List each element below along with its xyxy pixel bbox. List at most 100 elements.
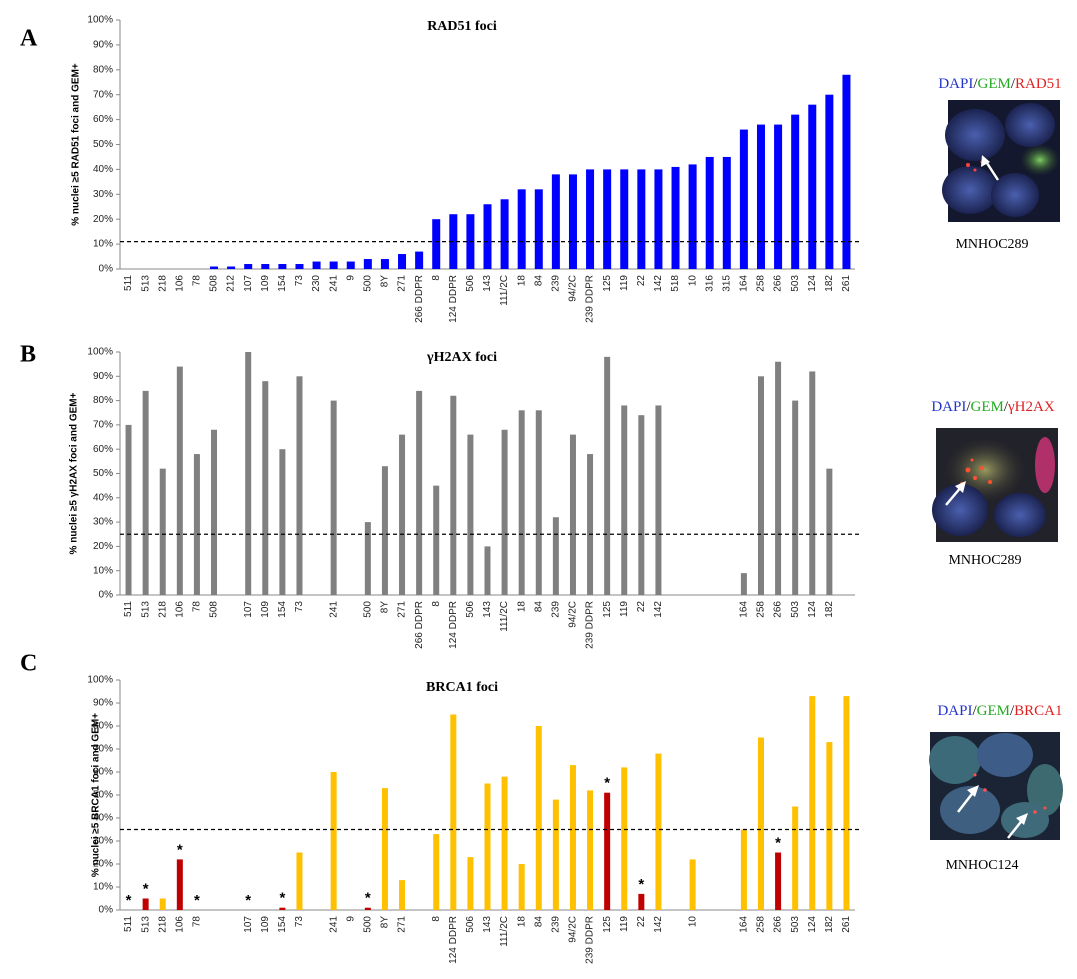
y-tick-label: 80% xyxy=(93,395,113,406)
bar xyxy=(245,352,252,595)
bar xyxy=(534,189,543,269)
y-tick-label: 10% xyxy=(93,239,113,250)
x-tick-label: 266 xyxy=(773,275,784,292)
y-tick-label: 60% xyxy=(93,114,113,125)
y-tick-label: 20% xyxy=(93,541,113,552)
x-tick-label: 506 xyxy=(465,601,476,618)
y-tick-label: 90% xyxy=(93,371,113,382)
bar xyxy=(501,776,508,910)
x-tick-label: 258 xyxy=(756,916,767,933)
x-tick-label: 84 xyxy=(533,275,544,287)
bar xyxy=(604,356,611,595)
x-tick-label: 261 xyxy=(841,916,852,933)
x-tick-label: 8 xyxy=(431,601,442,607)
bar xyxy=(159,468,166,595)
x-tick-label: 22 xyxy=(636,916,647,928)
significance-marker: * xyxy=(775,834,781,851)
bar xyxy=(381,466,388,595)
bar xyxy=(722,156,731,269)
y-tick-label: 60% xyxy=(93,444,113,455)
x-tick-label: 164 xyxy=(739,916,750,933)
bar xyxy=(296,376,303,595)
y-tick-label: 0% xyxy=(99,590,114,601)
y-tick-label: 0% xyxy=(99,264,114,275)
bar xyxy=(587,790,594,910)
bar xyxy=(621,405,628,595)
x-tick-label: 154 xyxy=(277,601,288,618)
bar xyxy=(278,264,287,269)
bar xyxy=(568,174,577,269)
x-tick-label: 154 xyxy=(277,916,288,933)
bar xyxy=(535,410,542,595)
stain-part: GEM xyxy=(978,76,1011,92)
x-tick-label: 513 xyxy=(140,275,151,292)
bar xyxy=(484,783,491,910)
bar xyxy=(552,799,559,910)
bar xyxy=(517,189,526,269)
y-tick-label: 40% xyxy=(93,492,113,503)
bar xyxy=(756,124,765,269)
stain-part: / xyxy=(1004,399,1009,415)
bar xyxy=(364,907,371,910)
bar xyxy=(569,434,576,595)
x-tick-label: 266 xyxy=(773,916,784,933)
significance-marker: * xyxy=(365,890,371,907)
stain-part: GEM xyxy=(971,399,1004,415)
x-tick-label: 109 xyxy=(260,916,271,933)
x-tick-label: 239 DDPR xyxy=(585,916,596,964)
bar xyxy=(501,429,508,595)
stain-part: / xyxy=(973,76,978,92)
y-tick-label: 50% xyxy=(93,139,113,150)
bar xyxy=(433,485,440,595)
bar xyxy=(330,772,337,910)
stain-part: / xyxy=(966,399,971,415)
significance-marker: * xyxy=(177,841,183,858)
y-tick-label: 40% xyxy=(93,813,113,824)
bar xyxy=(587,454,594,595)
bar xyxy=(740,573,747,595)
bar xyxy=(638,415,645,595)
x-tick-label: 271 xyxy=(397,916,408,933)
bar xyxy=(193,454,200,595)
y-axis-title: % nuclei ≥5 γH2AX foci and GEM+ xyxy=(69,392,80,554)
x-tick-label: 164 xyxy=(739,275,750,292)
x-tick-label: 111/2C xyxy=(499,601,510,632)
x-tick-label: 164 xyxy=(739,601,750,618)
bar xyxy=(671,166,680,269)
bar xyxy=(809,696,816,910)
x-tick-label: 218 xyxy=(157,601,168,618)
bar xyxy=(261,264,270,269)
bar xyxy=(467,434,474,595)
bar xyxy=(775,852,782,910)
x-tick-label: 239 xyxy=(551,916,562,933)
y-tick-label: 70% xyxy=(93,744,113,755)
significance-marker: * xyxy=(126,892,132,909)
bar xyxy=(211,429,218,595)
x-tick-label: 239 xyxy=(551,275,562,292)
bar xyxy=(825,94,834,269)
bar xyxy=(312,261,321,269)
y-tick-label: 50% xyxy=(93,790,113,801)
x-tick-label: 511 xyxy=(123,275,134,291)
x-tick-label: 241 xyxy=(328,916,339,933)
x-tick-label: 10 xyxy=(687,916,698,928)
x-tick-label: 73 xyxy=(294,275,305,287)
bar xyxy=(826,468,833,595)
bar xyxy=(176,366,183,595)
x-tick-label: 511 xyxy=(123,601,134,617)
stain-part: γH2AX xyxy=(1007,399,1055,415)
bar xyxy=(450,714,457,910)
bar xyxy=(603,169,612,269)
bar xyxy=(363,259,372,269)
bar xyxy=(791,114,800,270)
x-tick-label: 22 xyxy=(636,275,647,287)
x-tick-label: 124 xyxy=(807,916,818,933)
bar xyxy=(688,164,697,269)
bar xyxy=(655,405,662,595)
x-tick-label: 106 xyxy=(174,601,185,618)
y-tick-label: 100% xyxy=(87,15,113,26)
x-tick-label: 315 xyxy=(721,275,732,292)
x-tick-label: 266 xyxy=(773,601,784,618)
significance-marker: * xyxy=(604,775,610,792)
x-tick-label: 119 xyxy=(619,275,630,291)
